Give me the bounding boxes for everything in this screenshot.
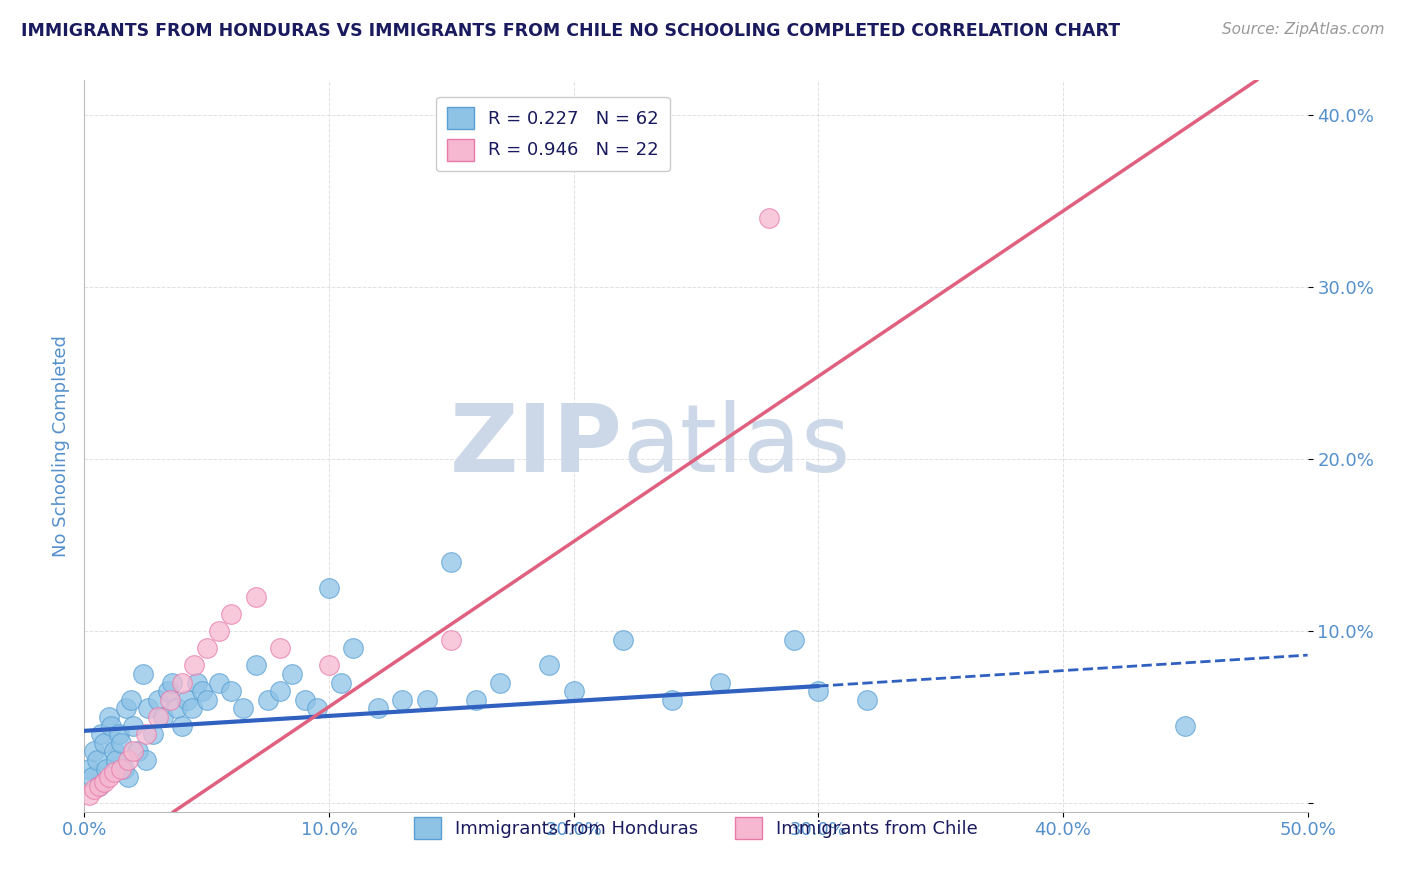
Point (269, 684, 291, 698)
Point (87, 779, 110, 793)
Y-axis label: No Schooling Completed: No Schooling Completed (52, 335, 70, 557)
Point (330, 675, 353, 690)
Point (120, 693, 142, 707)
Point (186, 675, 208, 690)
Point (90, 727, 112, 741)
Point (245, 590, 267, 604)
Point (77, 762, 100, 776)
Point (83, 782, 105, 797)
Point (208, 624, 231, 638)
Point (318, 658, 340, 673)
Point (166, 701, 188, 715)
Point (391, 693, 413, 707)
Point (152, 710, 174, 724)
Point (115, 701, 138, 715)
Point (93, 775, 115, 789)
Text: IMMIGRANTS FROM HONDURAS VS IMMIGRANTS FROM CHILE NO SCHOOLING COMPLETED CORRELA: IMMIGRANTS FROM HONDURAS VS IMMIGRANTS F… (21, 22, 1121, 40)
Point (117, 770, 139, 784)
Point (97, 770, 120, 784)
Point (80, 770, 103, 784)
Point (183, 658, 205, 673)
Point (162, 675, 184, 690)
Point (269, 641, 291, 656)
Point (83, 744, 105, 758)
Point (181, 701, 204, 715)
Point (294, 693, 316, 707)
Point (146, 710, 169, 724)
Point (318, 581, 340, 595)
Point (245, 658, 267, 673)
Point (783, 632, 806, 647)
Point (257, 693, 280, 707)
Point (342, 641, 364, 656)
Point (135, 753, 157, 767)
Point (122, 744, 145, 758)
Point (77, 788, 100, 802)
Point (142, 727, 165, 741)
Point (440, 555, 463, 569)
Point (156, 684, 179, 698)
Point (110, 762, 132, 776)
Point (132, 667, 155, 681)
Text: atlas: atlas (623, 400, 851, 492)
Point (96, 762, 118, 776)
Point (86, 753, 108, 767)
Point (219, 684, 242, 698)
Point (562, 684, 585, 698)
Point (93, 736, 115, 750)
Point (195, 693, 218, 707)
Point (103, 744, 125, 758)
Point (172, 719, 194, 733)
Point (232, 701, 254, 715)
Point (208, 675, 231, 690)
Point (709, 675, 731, 690)
Point (105, 753, 128, 767)
Point (191, 684, 214, 698)
Point (107, 727, 129, 741)
Point (87, 779, 110, 793)
Point (117, 753, 139, 767)
Point (464, 693, 486, 707)
Point (538, 658, 561, 673)
Legend: Immigrants from Honduras, Immigrants from Chile: Immigrants from Honduras, Immigrants fro… (406, 810, 986, 847)
Point (172, 675, 194, 690)
Point (612, 632, 634, 647)
Text: Source: ZipAtlas.com: Source: ZipAtlas.com (1222, 22, 1385, 37)
Point (97, 710, 120, 724)
Point (367, 701, 389, 715)
Point (195, 641, 218, 656)
Point (440, 632, 463, 647)
Point (159, 693, 181, 707)
Text: ZIP: ZIP (450, 400, 623, 492)
Point (1174, 719, 1197, 733)
Point (489, 675, 512, 690)
Point (122, 719, 145, 733)
Point (416, 693, 439, 707)
Point (281, 667, 304, 681)
Point (807, 684, 830, 698)
Point (100, 719, 122, 733)
Point (856, 693, 879, 707)
Point (110, 736, 132, 750)
Point (136, 701, 159, 715)
Point (135, 727, 157, 741)
Point (103, 765, 125, 780)
Point (661, 693, 683, 707)
Point (305, 701, 328, 715)
Point (176, 693, 198, 707)
Point (127, 744, 149, 758)
Point (146, 693, 169, 707)
Point (758, 211, 780, 225)
Point (112, 762, 135, 776)
Point (219, 607, 242, 621)
